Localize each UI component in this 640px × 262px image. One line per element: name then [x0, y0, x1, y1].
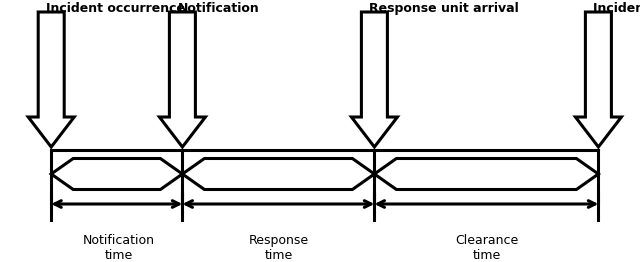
- Text: Notification: Notification: [177, 2, 259, 15]
- Text: Response
time: Response time: [248, 234, 308, 262]
- Polygon shape: [51, 159, 182, 189]
- Polygon shape: [28, 12, 74, 147]
- Text: Response unit arrival: Response unit arrival: [369, 2, 519, 15]
- Text: Incident clearance: Incident clearance: [593, 2, 640, 15]
- Text: Notification
time: Notification time: [83, 234, 154, 262]
- Polygon shape: [159, 12, 205, 147]
- Text: Incident occurrence: Incident occurrence: [46, 2, 185, 15]
- Polygon shape: [182, 159, 374, 189]
- Polygon shape: [374, 159, 598, 189]
- Text: Clearance
time: Clearance time: [455, 234, 518, 262]
- Polygon shape: [575, 12, 621, 147]
- Polygon shape: [351, 12, 397, 147]
